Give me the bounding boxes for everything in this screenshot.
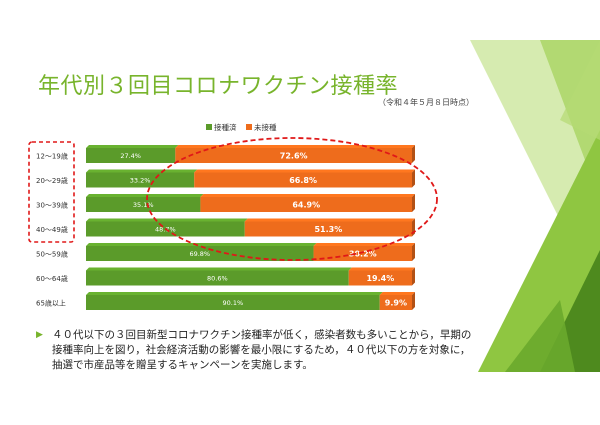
bar-side-unvaccinated — [412, 267, 415, 286]
bar-top-vaccinated — [86, 145, 179, 148]
category-label: 65歳以上 — [36, 299, 66, 308]
legend-label-vaccinated: 接種済 — [214, 122, 237, 132]
data-label-unvaccinated: 19.4% — [366, 274, 394, 283]
legend-label-unvaccinated: 未接種 — [254, 122, 277, 132]
date-note: （令和４年５月８日時点） — [378, 98, 474, 107]
bar-unvaccinated — [348, 270, 412, 286]
data-label-vaccinated: 33.2% — [130, 177, 151, 185]
category-label: 50～59歳 — [36, 250, 68, 259]
bar-unvaccinated — [244, 221, 412, 237]
data-label-vaccinated: 90.1% — [223, 299, 244, 307]
data-label-vaccinated: 27.4% — [120, 152, 141, 160]
data-label-vaccinated: 69.8% — [189, 250, 210, 258]
category-label: 60～64歳 — [36, 274, 68, 283]
bar-top-unvaccinated — [194, 169, 415, 173]
bar-top-vaccinated — [86, 169, 198, 173]
data-label-unvaccinated: 72.6% — [280, 152, 308, 161]
bar-side-unvaccinated — [412, 243, 415, 261]
bar-top-unvaccinated — [313, 243, 415, 246]
data-label-unvaccinated: 9.9% — [385, 299, 407, 308]
bar-top-vaccinated — [86, 292, 383, 295]
bar-vaccinated — [86, 197, 201, 212]
legend-swatch-unvaccinated — [246, 124, 252, 130]
bar-top-unvaccinated — [244, 218, 415, 222]
bar-vaccinated — [86, 246, 314, 261]
data-label-vaccinated: 35.1% — [133, 201, 154, 209]
bar-top-unvaccinated — [200, 194, 415, 197]
bar-unvaccinated — [194, 172, 412, 188]
category-label: 40～49歳 — [36, 225, 68, 234]
category-label: 30～39歳 — [36, 201, 68, 210]
bar-top-vaccinated — [86, 267, 352, 271]
bar-side-unvaccinated — [412, 169, 415, 188]
bar-unvaccinated — [175, 148, 412, 163]
highlight-ellipse — [146, 137, 438, 261]
data-label-unvaccinated: 64.9% — [292, 201, 320, 210]
data-label-unvaccinated: 66.8% — [289, 176, 317, 185]
triangle-bullet-icon: ▶ — [36, 330, 43, 340]
page-title: 年代別３回目コロナワクチン接種率 — [38, 74, 399, 99]
bar-side-unvaccinated — [412, 194, 415, 212]
category-label: 12～19歳 — [36, 152, 68, 161]
data-label-unvaccinated: 30.2% — [349, 250, 377, 259]
bar-top-unvaccinated — [348, 267, 415, 271]
bar-top-unvaccinated — [175, 145, 415, 148]
bar-vaccinated — [86, 270, 349, 286]
data-label-vaccinated: 80.6% — [207, 275, 228, 283]
bar-top-vaccinated — [86, 194, 204, 197]
bar-vaccinated — [86, 295, 380, 310]
bar-vaccinated — [86, 172, 195, 188]
bar-top-vaccinated — [86, 218, 248, 222]
bar-unvaccinated — [379, 295, 412, 310]
bar-top-vaccinated — [86, 243, 317, 246]
bar-side-unvaccinated — [412, 145, 415, 163]
caption-text: ４０代以下の３回目新型コロナワクチン接種率が低く，感染者数も多いことから，早期の… — [52, 329, 472, 371]
legend-swatch-vaccinated — [206, 124, 212, 130]
data-label-unvaccinated: 51.3% — [314, 225, 342, 234]
bar-vaccinated — [86, 148, 176, 163]
category-label: 20～29歳 — [36, 176, 68, 185]
bar-top-unvaccinated — [379, 292, 415, 295]
bar-unvaccinated — [200, 197, 412, 212]
bar-side-unvaccinated — [412, 292, 415, 310]
highlight-box-labels — [28, 141, 75, 243]
